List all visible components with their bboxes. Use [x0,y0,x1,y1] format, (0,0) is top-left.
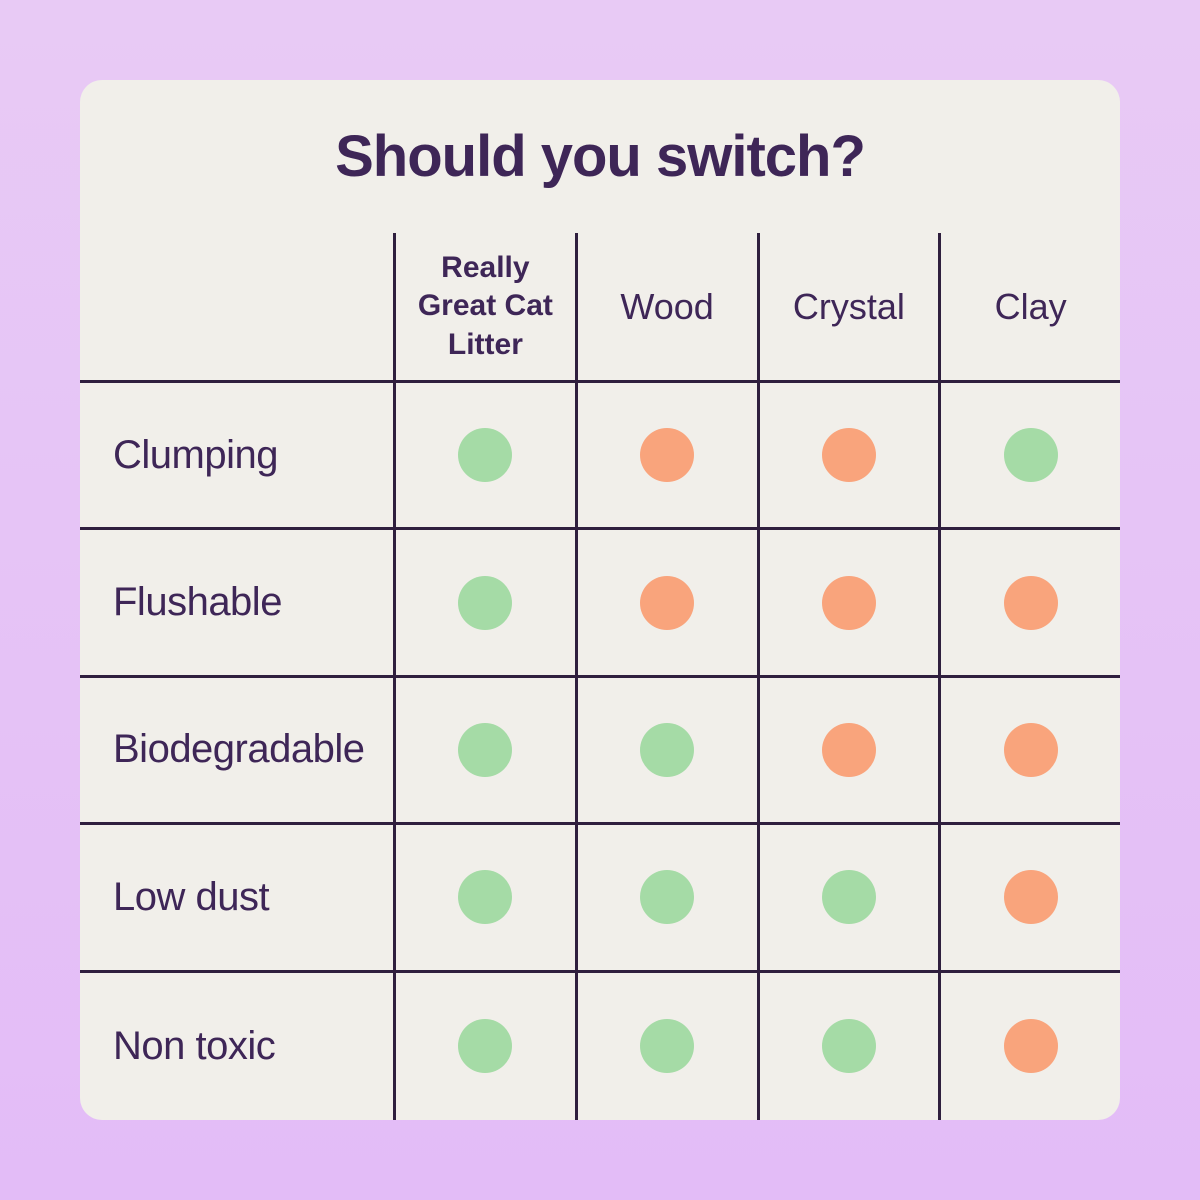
row-label-flushable: Flushable [80,530,393,678]
cell-clumping-really-great-cat-litter [393,383,575,531]
column-header-label: Really Great Cat Litter [417,251,553,361]
comparison-card: Should you switch? Really Great Cat Litt… [80,80,1120,1120]
column-header-wood: Wood [574,233,757,383]
status-dot-no [1003,722,1058,777]
cell-non-toxic-clay [938,972,1120,1120]
status-dot-yes [458,1019,513,1074]
status-dot-yes [1003,428,1058,483]
status-dot-no [821,428,876,483]
cell-non-toxic-crystal [756,972,939,1120]
cell-biodegradable-really-great-cat-litter [393,677,575,826]
cell-flushable-wood [574,530,757,678]
row-label-clumping: Clumping [80,383,393,531]
status-dot-no [1003,870,1058,925]
status-dot-yes [821,870,876,925]
row-label-biodegradable: Biodegradable [80,678,393,826]
status-dot-yes [458,870,513,925]
row-label-low-dust: Low dust [80,825,393,973]
cell-flushable-clay [938,530,1120,678]
cell-biodegradable-clay [938,677,1120,826]
column-header-label: Crystal [792,286,905,327]
cell-clumping-crystal [756,383,939,531]
status-dot-yes [640,870,695,925]
cell-flushable-really-great-cat-litter [393,530,575,678]
status-dot-no [1003,575,1058,630]
status-dot-yes [458,428,513,483]
status-dot-yes [640,722,695,777]
status-dot-yes [821,1019,876,1074]
cell-low-dust-wood [574,825,757,973]
page-title: Should you switch? [335,124,866,189]
cell-non-toxic-wood [574,972,757,1120]
cell-biodegradable-wood [574,677,757,826]
cell-flushable-crystal [756,530,939,678]
cell-low-dust-clay [938,825,1120,973]
status-dot-yes [640,1019,695,1074]
row-label-non-toxic: Non toxic [113,1023,276,1068]
column-header-label: Clay [994,286,1067,327]
cell-low-dust-crystal [756,825,939,973]
column-header-really-great-cat-litter: Really Great Cat Litter [393,233,575,383]
status-dot-no [821,575,876,630]
table-corner-cell [80,233,393,383]
title-area: Should you switch? [80,80,1120,233]
column-header-label: Wood [620,286,714,327]
cell-non-toxic-really-great-cat-litter [393,972,575,1120]
column-header-crystal: Crystal [756,233,939,383]
cell-clumping-wood [574,383,757,531]
status-dot-no [640,575,695,630]
status-dot-no [821,722,876,777]
cell-clumping-clay [938,383,1120,531]
cell-low-dust-really-great-cat-litter [393,825,575,973]
cell-biodegradable-crystal [756,677,939,826]
comparison-table: Really Great Cat Litter Wood Crystal Cla… [80,233,1120,1120]
status-dot-yes [458,722,513,777]
status-dot-no [1003,1019,1058,1074]
status-dot-no [640,428,695,483]
status-dot-yes [458,575,513,630]
column-header-clay: Clay [938,233,1120,383]
